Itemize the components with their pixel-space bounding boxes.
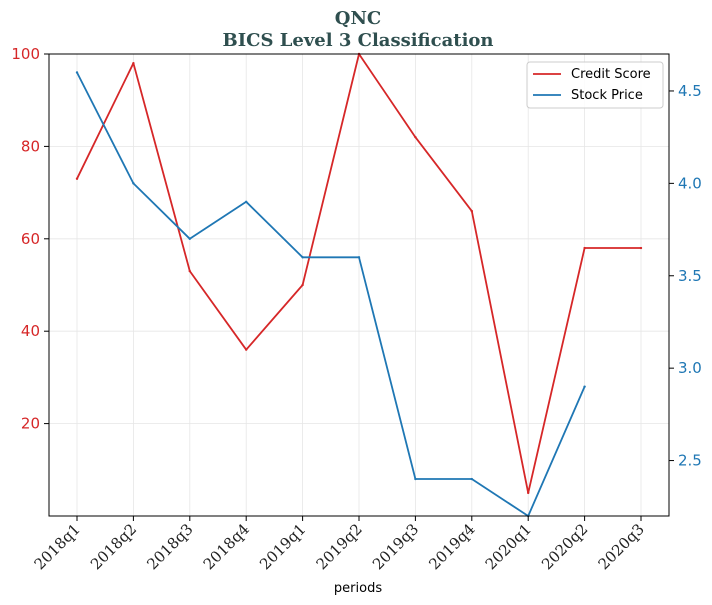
series-line-stock-price — [76, 72, 586, 517]
data-point-stock-price — [132, 182, 135, 185]
right-tick-label: 2.5 — [678, 452, 702, 470]
x-tick-label: 2020q3 — [595, 520, 648, 573]
x-axis-label: periods — [334, 581, 382, 596]
x-tick-label: 2019q2 — [313, 520, 366, 573]
legend: Credit Score Stock Price — [526, 61, 664, 109]
data-point-credit-score — [132, 62, 135, 65]
data-point-stock-price — [188, 237, 191, 240]
data-point-credit-score — [75, 177, 79, 180]
right-tick-label: 4.0 — [678, 174, 702, 192]
data-point-credit-score — [639, 246, 643, 250]
x-tick-label: 2018q3 — [143, 520, 196, 573]
chart-subtitle: BICS Level 3 Classification — [222, 30, 493, 51]
x-tick-label: 2018q1 — [31, 520, 84, 573]
legend-label: Credit Score — [571, 67, 651, 82]
x-tick-label: 2020q1 — [482, 520, 535, 573]
left-tick-label: 80 — [21, 137, 40, 155]
x-tick-label: 2019q1 — [256, 520, 309, 573]
right-tick-label: 3.0 — [678, 359, 702, 377]
data-point-credit-score — [414, 135, 417, 139]
left-tick-label: 20 — [21, 415, 40, 433]
left-tick-label: 40 — [21, 322, 40, 340]
data-point-credit-score — [245, 348, 248, 351]
x-tick-label: 2020q2 — [538, 520, 591, 573]
data-point-stock-price — [301, 256, 304, 259]
data-point-stock-price — [583, 385, 586, 388]
x-tick-label: 2018q2 — [87, 520, 140, 573]
data-point-stock-price — [75, 71, 79, 74]
left-tick-label: 60 — [21, 230, 40, 248]
data-point-stock-price — [414, 477, 417, 481]
x-axis: 2018q1 2018q2 2018q3 2018q4 2019q1 2019q2 2019… — [31, 516, 648, 573]
left-tick-label: 100 — [11, 45, 40, 63]
legend-label: Stock Price — [571, 88, 643, 103]
x-tick-label: 2019q3 — [369, 520, 422, 573]
x-tick-label: 2018q4 — [200, 520, 253, 573]
right-tick-label: 4.5 — [678, 82, 702, 100]
data-point-credit-score — [301, 283, 304, 287]
right-tick-label: 3.5 — [678, 267, 702, 285]
x-tick-label: 2019q4 — [425, 520, 478, 573]
chart-title: QNC — [335, 8, 381, 29]
data-point-stock-price — [245, 200, 248, 204]
data-point-credit-score — [527, 491, 530, 495]
right-axis: 2.5 3.0 3.5 4.0 4.5 — [669, 82, 702, 470]
data-point-credit-score — [583, 246, 586, 250]
data-point-credit-score — [470, 209, 473, 213]
data-point-stock-price — [357, 256, 361, 259]
data-point-stock-price — [470, 477, 473, 481]
left-axis: 20 40 60 80 100 — [11, 45, 49, 433]
data-point-credit-score — [188, 269, 191, 273]
